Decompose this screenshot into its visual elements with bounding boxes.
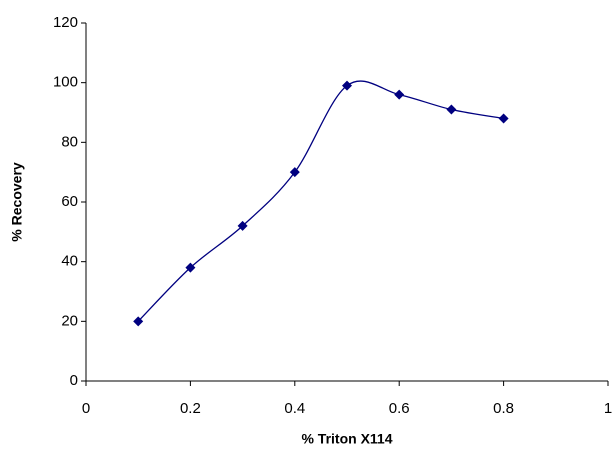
x-tick-label: 0.2 <box>180 400 201 417</box>
x-tick-label: 0 <box>82 400 90 417</box>
x-tick-label: 0.8 <box>493 400 514 417</box>
y-tick-label: 120 <box>53 14 78 31</box>
y-tick-label: 20 <box>61 312 78 329</box>
y-tick-label: 40 <box>61 253 78 270</box>
x-tick-label: 0.6 <box>389 400 410 417</box>
marker <box>342 80 352 91</box>
y-axis-title: % Recovery <box>9 162 25 242</box>
marker <box>446 104 457 115</box>
marker <box>289 167 300 178</box>
marker <box>498 113 509 124</box>
marker <box>237 220 248 231</box>
marker <box>185 262 196 273</box>
marker <box>394 89 405 100</box>
y-tick-label: 100 <box>53 74 78 91</box>
y-tick-label: 0 <box>70 372 78 389</box>
marker <box>133 316 144 327</box>
series-line <box>137 80 504 322</box>
x-axis-title: % Triton X114 <box>301 431 392 447</box>
y-tick-label: 60 <box>61 193 78 210</box>
x-tick-label: 1 <box>604 400 612 417</box>
y-tick-label: 80 <box>61 133 78 150</box>
x-tick-label: 0.4 <box>284 400 305 417</box>
